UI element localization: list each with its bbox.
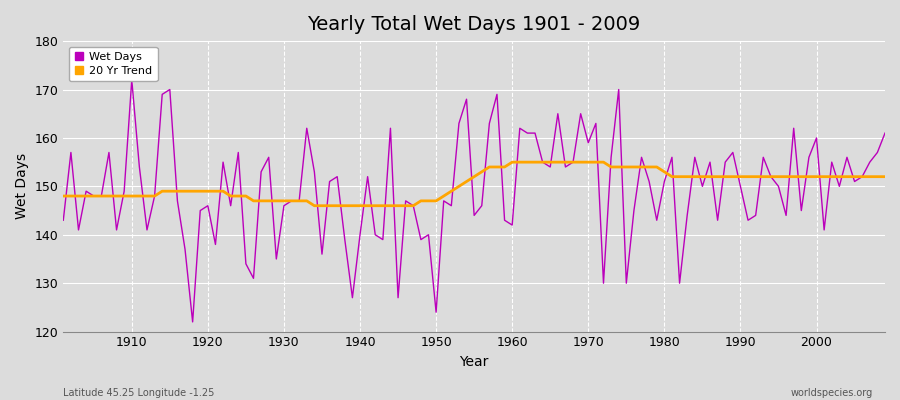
Text: worldspecies.org: worldspecies.org xyxy=(791,388,873,398)
Y-axis label: Wet Days: Wet Days xyxy=(15,153,29,220)
Text: Latitude 45.25 Longitude -1.25: Latitude 45.25 Longitude -1.25 xyxy=(63,388,214,398)
Legend: Wet Days, 20 Yr Trend: Wet Days, 20 Yr Trend xyxy=(68,47,158,81)
Title: Yearly Total Wet Days 1901 - 2009: Yearly Total Wet Days 1901 - 2009 xyxy=(308,15,641,34)
X-axis label: Year: Year xyxy=(460,355,489,369)
